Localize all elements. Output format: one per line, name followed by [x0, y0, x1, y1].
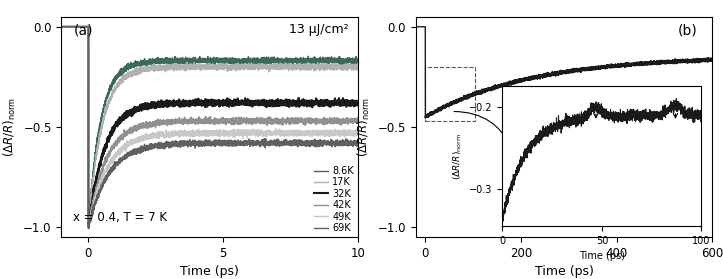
Bar	[425, 67, 476, 121]
Text: (b): (b)	[677, 23, 697, 37]
X-axis label: Time (ps): Time (ps)	[534, 265, 594, 278]
Text: 13 μJ/cm²: 13 μJ/cm²	[289, 23, 349, 36]
Y-axis label: $(\Delta R/R)_\mathrm{norm}$: $(\Delta R/R)_\mathrm{norm}$	[451, 133, 463, 180]
Text: (a): (a)	[73, 23, 93, 37]
X-axis label: Time (ps): Time (ps)	[579, 251, 625, 261]
X-axis label: Time (ps): Time (ps)	[180, 265, 239, 278]
Text: x = 0.4, T = 7 K: x = 0.4, T = 7 K	[73, 211, 167, 224]
Y-axis label: $(\Delta R/R)_\mathrm{norm}$: $(\Delta R/R)_\mathrm{norm}$	[1, 97, 17, 157]
Legend: 8.6K, 17K, 32K, 42K, 49K, 69K: 8.6K, 17K, 32K, 42K, 49K, 69K	[313, 165, 355, 234]
Y-axis label: $(\Delta R/R)_\mathrm{norm}$: $(\Delta R/R)_\mathrm{norm}$	[356, 97, 372, 157]
